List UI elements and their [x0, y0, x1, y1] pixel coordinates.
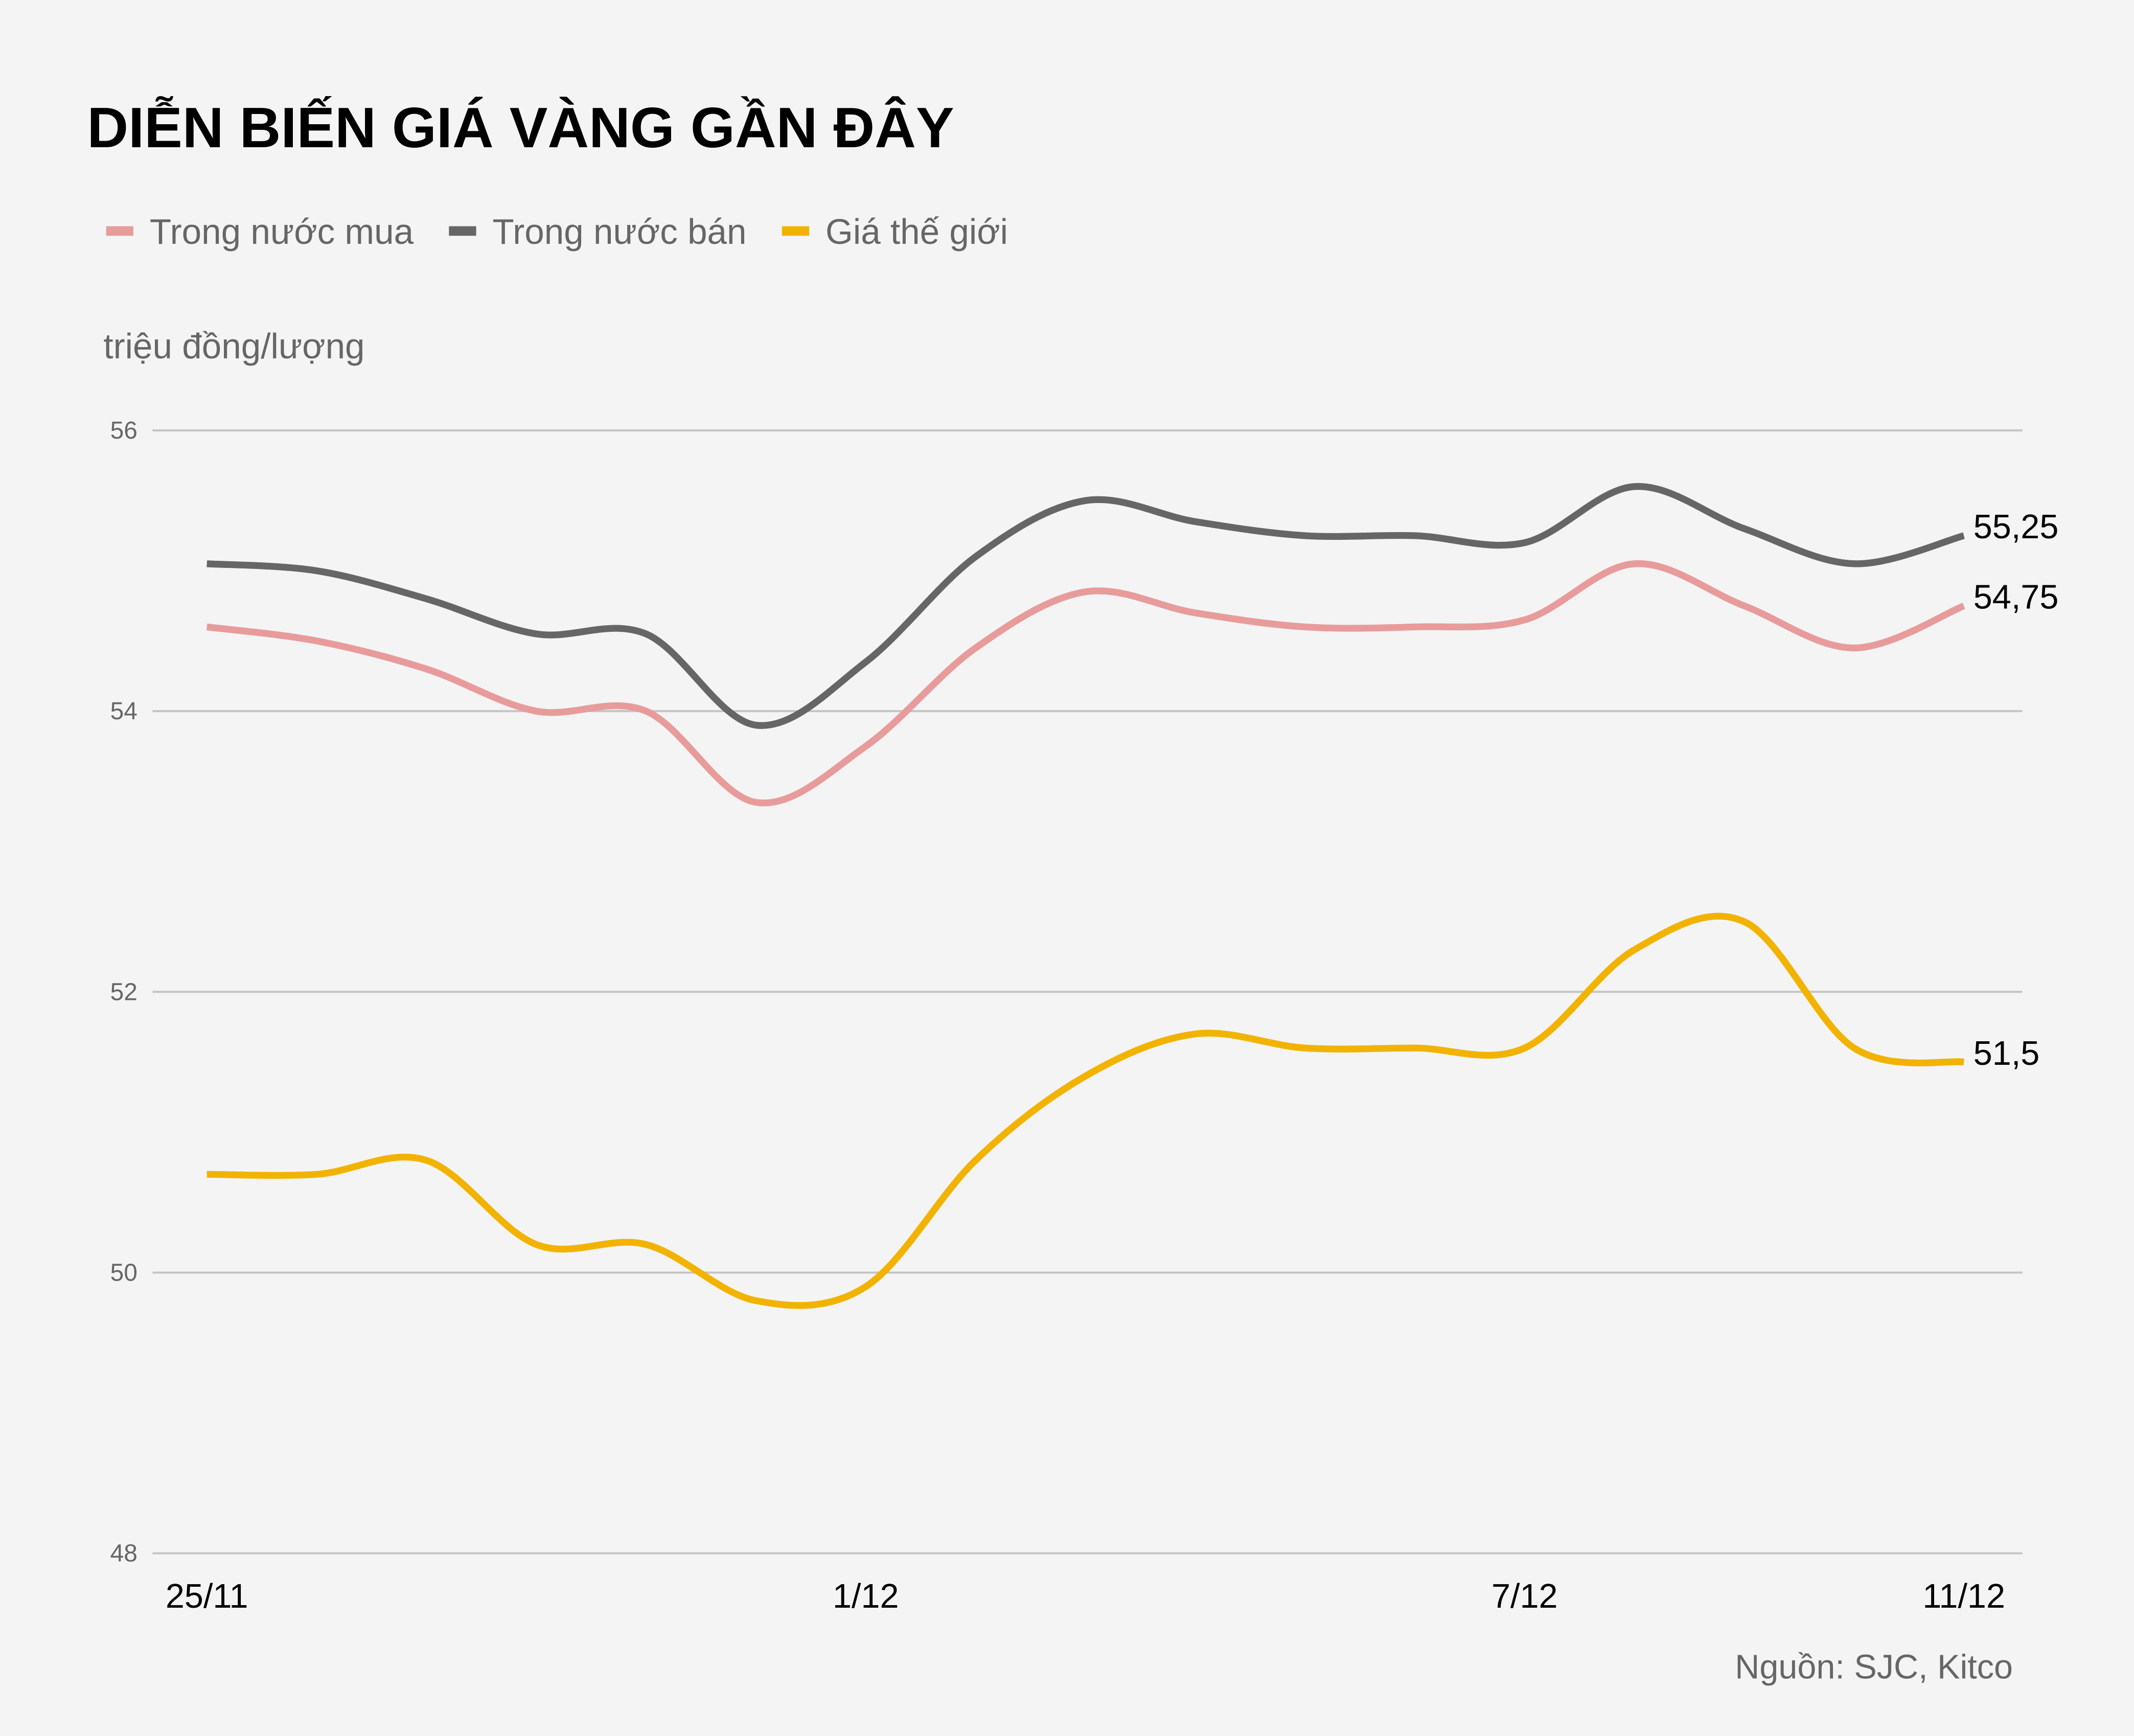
- legend-label: Giá thế giới: [825, 212, 1008, 252]
- legend-swatch: [106, 226, 133, 236]
- chart-title: DIỄN BIẾN GIÁ VÀNG GẦN ĐÂY: [87, 96, 954, 159]
- end-value-label: 55,25: [1974, 508, 2059, 546]
- y-tick-label: 50: [110, 1259, 137, 1286]
- series-line: [206, 560, 1965, 807]
- x-tick-label: 7/12: [1491, 1578, 1558, 1615]
- end-value-label: 54,75: [1974, 579, 2059, 616]
- legend-label: Trong nước bán: [493, 212, 747, 252]
- end-value-label: 51,5: [1974, 1035, 2040, 1072]
- legend-swatch: [449, 226, 476, 236]
- grid: 48 50 52 54 56: [110, 417, 2023, 1567]
- legend: Trong nước mua Trong nước bán Giá thế giới: [106, 212, 1008, 252]
- series-line: [206, 912, 1965, 1309]
- x-tick-label: 1/12: [833, 1578, 899, 1615]
- y-tick-label: 52: [110, 978, 137, 1006]
- y-tick-label: 56: [110, 417, 137, 444]
- y-axis-label: triệu đồng/lượng: [103, 326, 364, 366]
- series-lines: 54,75 55,25 51,5: [206, 483, 2059, 1309]
- legend-label: Trong nước mua: [150, 212, 414, 252]
- legend-swatch: [782, 226, 810, 236]
- source-note: Nguồn: SJC, Kitco: [1735, 1649, 2013, 1686]
- x-tick-label: 25/11: [166, 1578, 248, 1615]
- y-tick-label: 54: [110, 698, 137, 725]
- y-tick-label: 48: [110, 1540, 137, 1567]
- x-ticks: 25/11 1/12 7/12 11/12: [166, 1578, 2005, 1615]
- series-line: [206, 483, 1965, 729]
- x-tick-label: 11/12: [1922, 1578, 2005, 1615]
